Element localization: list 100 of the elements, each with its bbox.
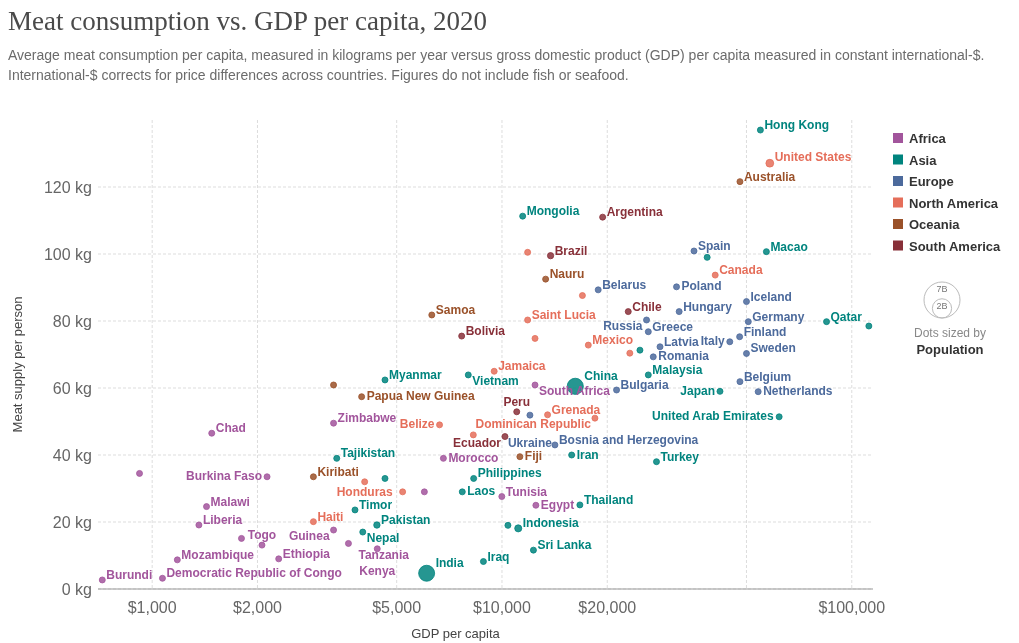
- annotation: Italy: [700, 334, 726, 349]
- annotation: United States: [774, 150, 852, 165]
- annotation: Myanmar: [389, 367, 443, 382]
- annotation: Dominican Republic: [475, 417, 592, 432]
- annotation: Spain: [698, 238, 731, 253]
- annotation: Haiti: [317, 509, 344, 524]
- annotation: Mexico: [592, 333, 633, 348]
- x-tick-label: $5,000: [372, 599, 422, 616]
- annotation: Togo: [247, 528, 277, 543]
- annotation: Australia: [743, 169, 796, 184]
- x-tick-label: $1,000: [127, 599, 177, 616]
- annotation: Tunisia: [505, 484, 548, 499]
- annotation: Poland: [681, 279, 722, 294]
- y-axis-title: Meat supply per person: [10, 296, 25, 433]
- legend-label: South America: [909, 238, 1002, 254]
- annotation: Mongolia: [526, 204, 580, 219]
- annotation: Kiribati: [317, 464, 359, 479]
- annotation: Germany: [752, 309, 805, 324]
- x-tick-label: $20,000: [578, 599, 637, 616]
- annotation: Tajikistan: [340, 446, 396, 461]
- annotation: Mozambique: [181, 547, 255, 562]
- annotation: Philippines: [477, 466, 542, 481]
- annotation: Iceland: [750, 289, 792, 304]
- annotation: Canada: [719, 263, 763, 278]
- y-tick-label: 40 kg: [52, 447, 92, 464]
- annotation: Sweden: [750, 341, 796, 356]
- annotation: Sri Lanka: [537, 538, 592, 553]
- y-tick-label: 60 kg: [52, 380, 92, 397]
- annotation: Zimbabwe: [337, 411, 397, 426]
- annotation: Greece: [652, 319, 694, 334]
- annotation: Latvia: [664, 334, 700, 349]
- annotation: Indonesia: [522, 515, 580, 530]
- annotation: Burundi: [106, 567, 153, 582]
- annotation: Argentina: [606, 205, 663, 220]
- annotation: Turkey: [660, 449, 700, 464]
- annotation: Samoa: [435, 302, 476, 317]
- annotation: Ecuador: [452, 435, 502, 450]
- annotation: Liberia: [202, 513, 243, 528]
- annotation: Jamaica: [498, 359, 546, 374]
- annotation: Egypt: [540, 497, 575, 512]
- y-tick-label: 20 kg: [52, 514, 92, 531]
- legend-label: Europe: [909, 174, 954, 189]
- annotation: Hungary: [683, 299, 733, 314]
- annotation: Macao: [770, 239, 808, 254]
- legend-label: Asia: [909, 152, 938, 168]
- y-tick-label: 0 kg: [61, 581, 92, 598]
- annotation: Honduras: [336, 484, 393, 499]
- x-tick-label: $10,000: [473, 599, 531, 616]
- annotation: Belarus: [602, 277, 647, 292]
- x-tick-label: $2,000: [233, 599, 283, 616]
- annotation: Kenya: [359, 563, 396, 578]
- annotation: Iraq: [487, 549, 510, 564]
- annotation: Bosnia and Herzegovina: [558, 432, 699, 447]
- legend-label: Oceania: [909, 217, 961, 232]
- annotation: Ethiopia: [282, 546, 331, 561]
- annotation: Nauru: [549, 267, 585, 282]
- annotation: Peru: [503, 394, 531, 409]
- annotation: United Arab Emirates: [652, 409, 775, 424]
- annotation: Papua New Guinea: [366, 389, 475, 404]
- annotation: India: [435, 556, 464, 571]
- annotation: Chad: [215, 421, 246, 436]
- annotation: Romania: [658, 349, 710, 364]
- chart-subtitle: Average meat consumption per capita, measured in kilograms per year versus gross domestic product (GDP) per capita measured in constant international-$. International-$ corrects for price differences across countries. Figures do not include fish or seafood.: [8, 47, 985, 83]
- annotation: Bulgaria: [620, 378, 669, 393]
- annotation: Democratic Republic of Congo: [166, 566, 342, 581]
- annotation: Fiji: [524, 449, 543, 464]
- annotation: Grenada: [551, 402, 601, 417]
- legend-label: 2B: [936, 300, 948, 311]
- annotation: Malaysia: [652, 362, 703, 377]
- annotation: Malawi: [210, 494, 250, 509]
- x-axis-title: GDP per capita: [411, 626, 501, 641]
- annotation: Iran: [576, 447, 599, 462]
- legend-label: 7B: [936, 284, 948, 294]
- annotation: Saint Lucia: [531, 307, 596, 322]
- annotation: Timor: [358, 497, 393, 512]
- annotation: Thailand: [583, 492, 634, 507]
- annotation: Netherlands: [763, 384, 833, 399]
- y-tick-label: 100 kg: [43, 246, 92, 263]
- chart-title: Meat consumption vs. GDP per capita, 2020: [8, 6, 487, 36]
- annotation: Pakistan: [381, 512, 431, 527]
- legend-label: Africa: [909, 131, 947, 146]
- annotation: Russia: [603, 318, 643, 333]
- annotation: Belgium: [743, 369, 792, 384]
- y-tick-label: 80 kg: [52, 313, 92, 330]
- annotation: Belize: [399, 417, 435, 432]
- annotation: Guinea: [288, 529, 330, 544]
- annotation: Morocco: [448, 450, 499, 465]
- annotation: Hong Kong: [764, 118, 830, 133]
- annotation: Nepal: [366, 531, 400, 546]
- annotation: Qatar: [830, 309, 863, 324]
- annotation: Bolivia: [465, 324, 506, 339]
- annotation: Tanzania: [358, 548, 410, 563]
- annotation: Laos: [467, 484, 496, 499]
- text: Dots sized by Population: [913, 326, 987, 357]
- annotation: Burkina Faso: [186, 469, 263, 484]
- annotation: Ukraine: [507, 436, 553, 451]
- legend-label: North America: [909, 195, 999, 211]
- y-tick-label: 120 kg: [43, 179, 92, 196]
- annotation: Brazil: [554, 243, 588, 258]
- annotation: Chile: [632, 299, 662, 314]
